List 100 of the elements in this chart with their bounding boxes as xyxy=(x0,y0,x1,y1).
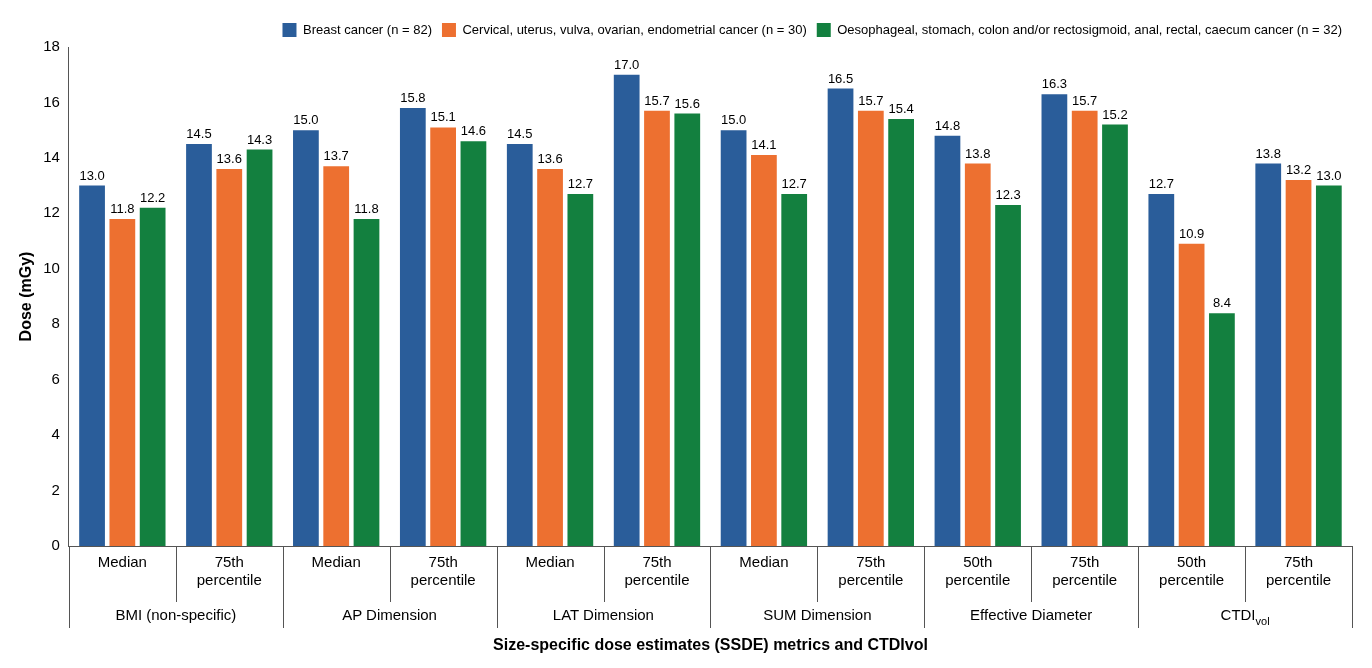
x-tick-label: Median xyxy=(739,553,789,571)
data-label: 13.0 xyxy=(79,167,105,183)
bar xyxy=(537,168,563,546)
bar xyxy=(674,113,701,546)
data-label: 15.6 xyxy=(674,95,700,111)
data-label: 12.2 xyxy=(139,189,166,205)
bar xyxy=(857,110,884,546)
text: Effective Diameter xyxy=(970,606,1093,623)
bar xyxy=(399,107,426,546)
data-label: 15.7 xyxy=(858,92,884,108)
x-tick-label: Median xyxy=(311,553,361,571)
bar xyxy=(995,205,1021,546)
x-tick-label: 75th percentile xyxy=(624,553,690,589)
data-label: 13.7 xyxy=(323,148,349,164)
legend-label: Oesophageal, stomach, colon and/or rectosigmoid, anal, rectal, caecum cancer (n = 32) xyxy=(837,21,1343,37)
data-label: 10.9 xyxy=(1178,225,1205,241)
bar xyxy=(1209,313,1235,546)
data-label: 11.8 xyxy=(110,200,135,216)
legend-label: Cervical, uterus, vulva, ovarian, endometrial cancer (n = 30) xyxy=(462,21,807,37)
y-axis-title: Dose (mGy) xyxy=(17,251,35,342)
text: LAT Dimension xyxy=(552,606,654,623)
data-label: 8.4 xyxy=(1212,295,1231,311)
data-label: 14.8 xyxy=(934,117,961,133)
bar xyxy=(1285,180,1312,546)
data-label: 15.0 xyxy=(293,112,319,128)
bar xyxy=(216,168,243,546)
bar xyxy=(964,163,991,546)
data-label: 15.7 xyxy=(644,92,670,108)
bar xyxy=(934,135,961,546)
x-tick-label: 50th percentile xyxy=(1159,553,1225,589)
x-tick-label: 75th percentile xyxy=(1052,553,1118,589)
data-label: 17.0 xyxy=(614,56,640,72)
bar xyxy=(506,144,533,546)
data-label: 14.6 xyxy=(460,123,487,139)
bar xyxy=(353,218,380,546)
x-tick-label: Median xyxy=(525,553,575,571)
data-label: 13.8 xyxy=(1255,145,1281,161)
x-tick-label: 50th percentile xyxy=(945,553,1011,589)
data-label: 12.7 xyxy=(1148,176,1174,192)
data-label: 12.7 xyxy=(781,176,807,192)
bar xyxy=(293,130,319,546)
bar xyxy=(323,166,350,546)
data-label: 13.6 xyxy=(216,151,242,167)
y-tick-label: 2 xyxy=(51,480,60,498)
legend-label: Breast cancer (n = 82) xyxy=(302,21,432,37)
data-label: 15.0 xyxy=(720,112,747,128)
data-label: 11.8 xyxy=(354,200,379,216)
bar xyxy=(186,144,212,546)
y-tick-label: 14 xyxy=(43,148,60,166)
bar xyxy=(613,74,640,546)
bar xyxy=(720,130,747,546)
data-label: 15.1 xyxy=(430,109,456,125)
y-tick-label: 18 xyxy=(43,37,60,55)
y-tick-label: 8 xyxy=(51,314,60,332)
x-tick-label: 75th percentile xyxy=(838,553,904,589)
data-label: 13.6 xyxy=(537,151,563,167)
data-label: 15.2 xyxy=(1102,106,1128,122)
bar xyxy=(1148,193,1175,546)
bar xyxy=(1071,110,1098,546)
bar xyxy=(827,88,854,546)
data-label: 14.1 xyxy=(751,137,777,153)
y-tick-label: 4 xyxy=(51,425,60,443)
data-label: 14.5 xyxy=(186,126,212,142)
y-tick-label: 16 xyxy=(43,92,60,110)
bar xyxy=(1102,124,1128,546)
data-label: 15.7 xyxy=(1072,92,1098,108)
data-label: 16.5 xyxy=(827,70,854,86)
x-tick-label: Median xyxy=(97,553,147,571)
data-label: 13.0 xyxy=(1316,167,1342,183)
bar xyxy=(888,119,914,546)
bar xyxy=(1178,243,1205,546)
data-label: 14.5 xyxy=(507,126,533,142)
y-tick-label: 6 xyxy=(51,369,60,387)
bar xyxy=(246,149,273,546)
x-tick-label: 75th percentile xyxy=(410,553,476,589)
text: BMI (non-specific) xyxy=(115,606,237,623)
text: AP Dimension xyxy=(342,606,437,623)
bar xyxy=(1255,163,1282,546)
bar xyxy=(460,141,487,546)
data-label: 13.2 xyxy=(1285,162,1312,178)
text: SUM Dimension xyxy=(763,606,872,623)
data-label: 12.3 xyxy=(995,187,1021,203)
x-tick-label: 75th percentile xyxy=(196,553,262,589)
bar xyxy=(1315,185,1342,546)
y-tick-label: 0 xyxy=(51,536,60,554)
y-tick-label: 10 xyxy=(43,258,60,276)
x-axis-title: Size-specific dose estimates (SSDE) metrics and CTDIvol xyxy=(493,636,928,653)
bar xyxy=(1041,94,1068,546)
data-label: 16.3 xyxy=(1041,76,1068,92)
bar xyxy=(644,110,670,546)
bar xyxy=(430,127,456,546)
bar xyxy=(751,155,777,546)
data-label: 15.8 xyxy=(400,90,426,106)
data-label: 13.8 xyxy=(965,145,991,161)
x-tick-label: 75th percentile xyxy=(1266,553,1332,589)
bar xyxy=(109,218,136,546)
data-label: 15.4 xyxy=(888,101,914,117)
bar xyxy=(567,193,594,546)
y-tick-label: 12 xyxy=(43,203,60,221)
data-label: 14.3 xyxy=(246,131,273,147)
